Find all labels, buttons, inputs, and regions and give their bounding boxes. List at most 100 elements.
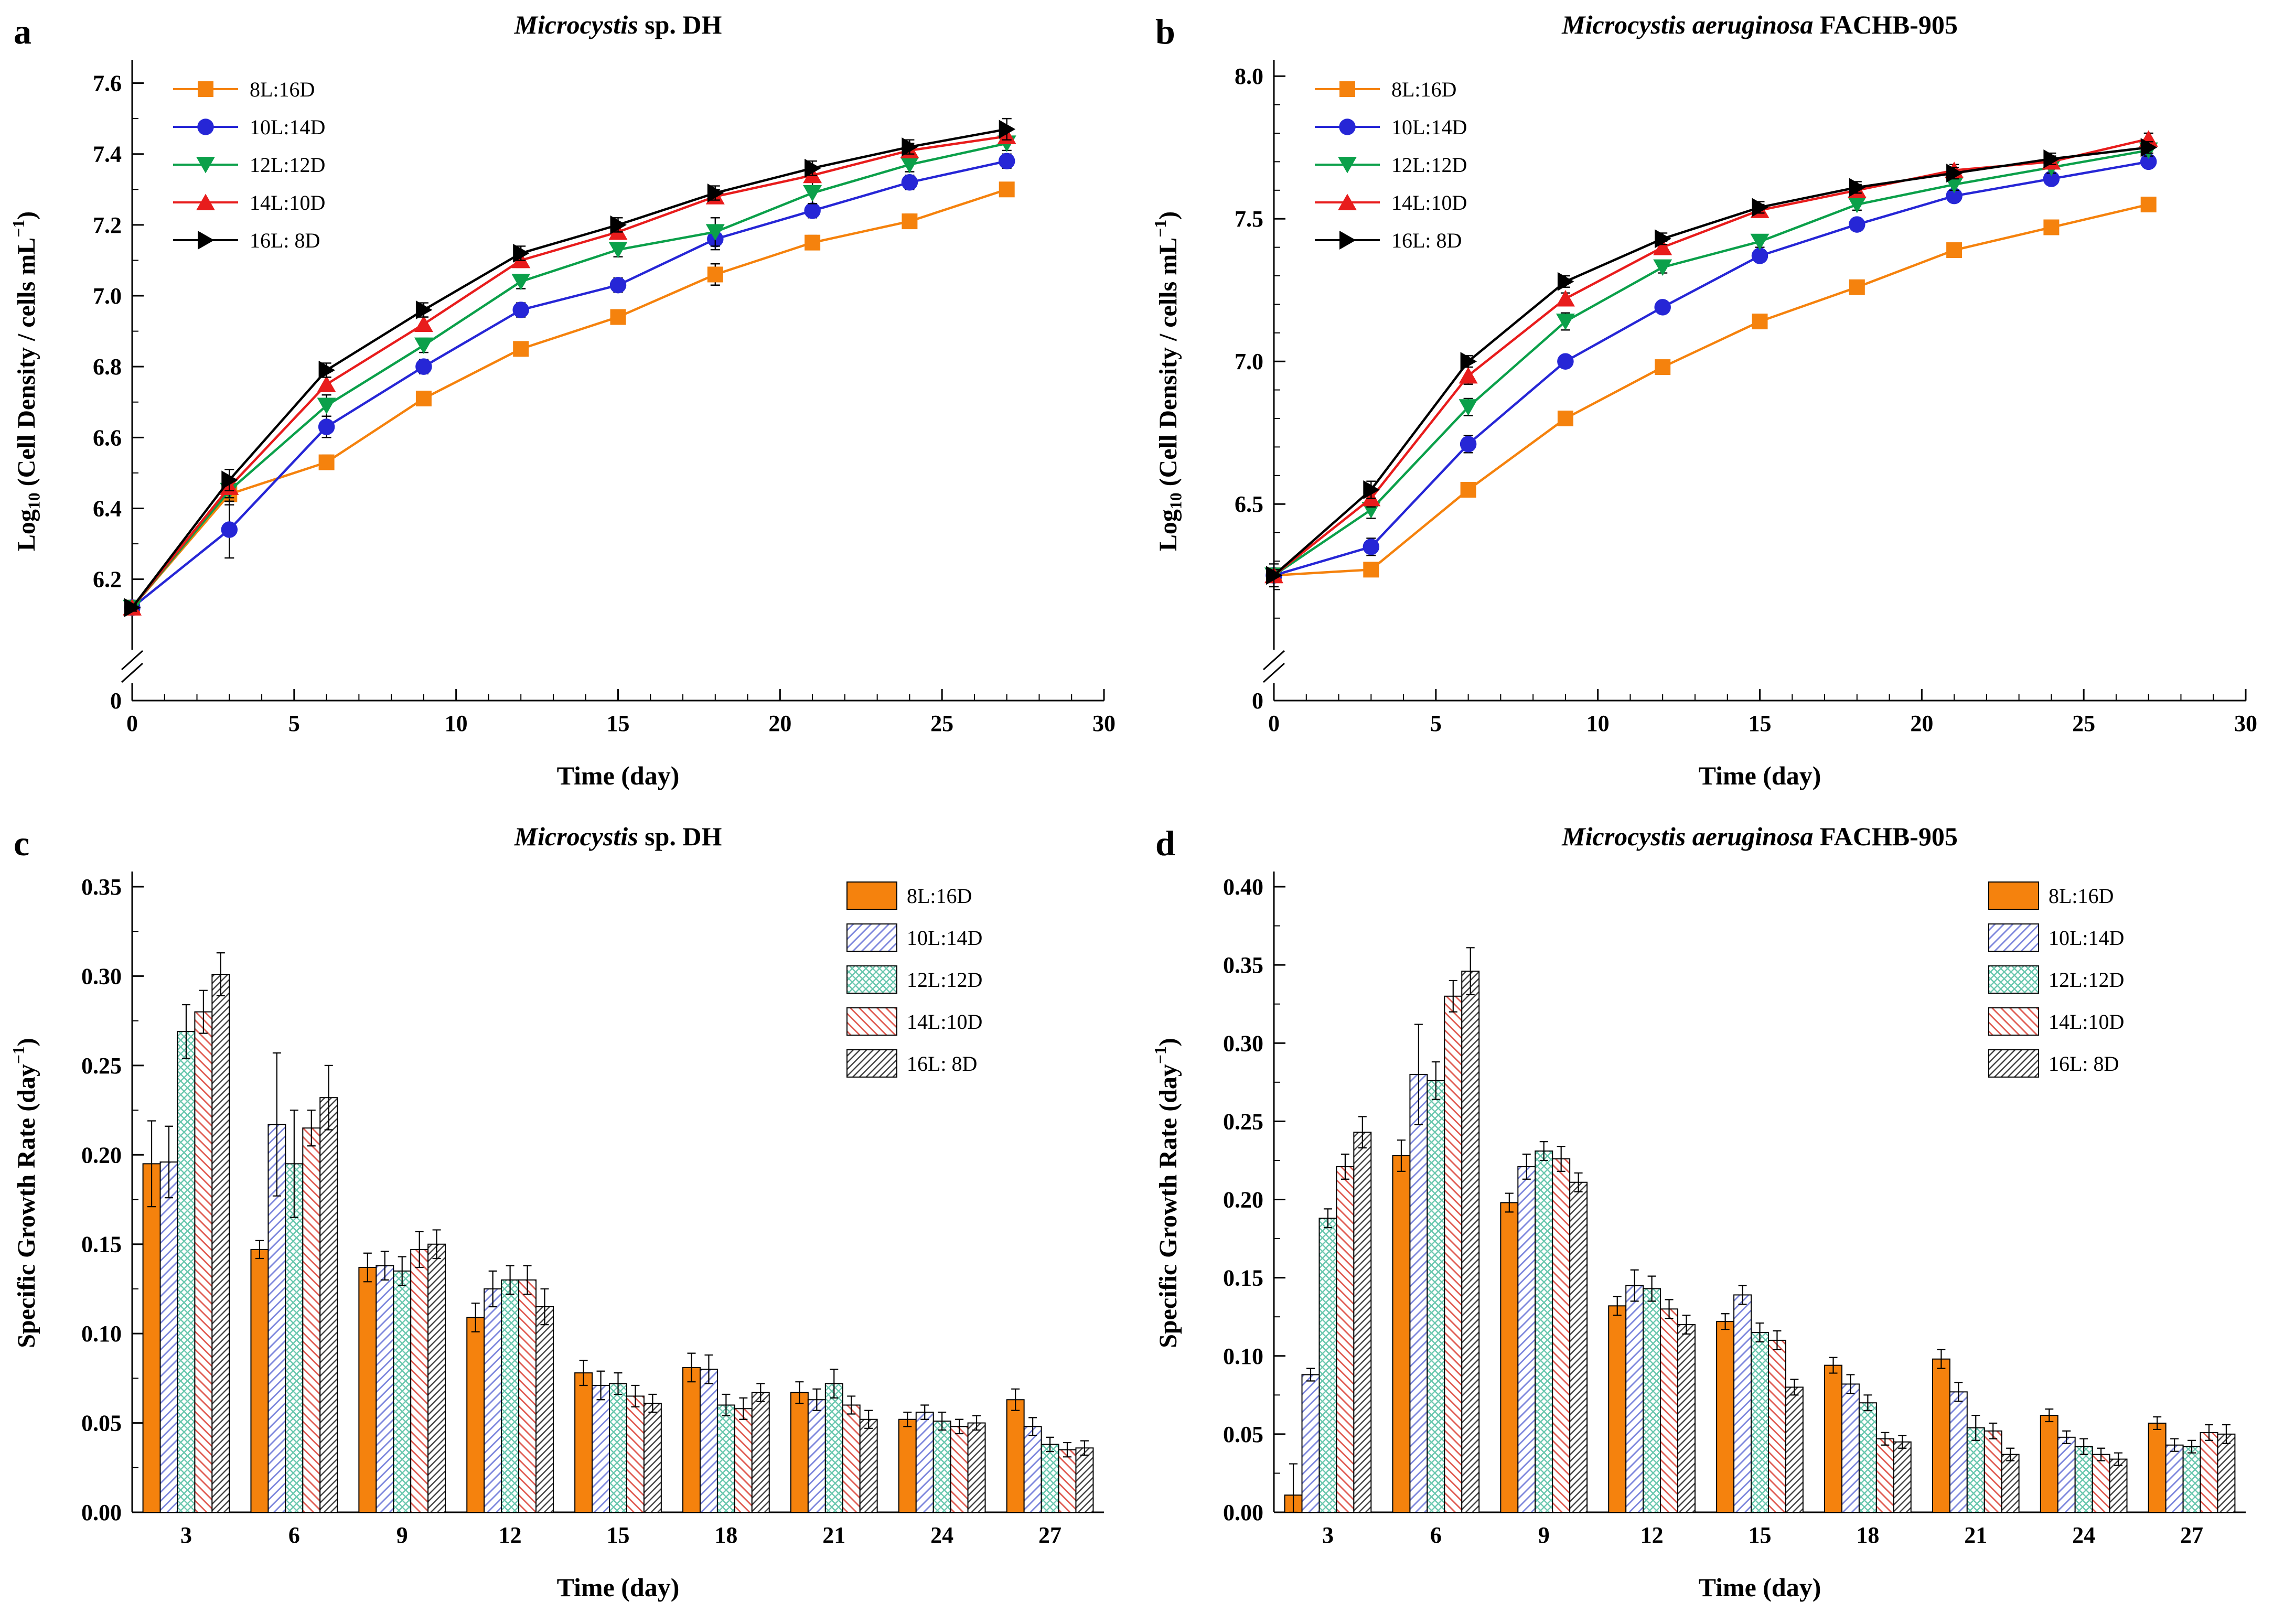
svg-text:12L:12D: 12L:12D bbox=[250, 153, 325, 177]
svg-text:8L:16D: 8L:16D bbox=[250, 78, 315, 101]
svg-text:10L:14D: 10L:14D bbox=[907, 926, 982, 950]
svg-text:10: 10 bbox=[445, 711, 468, 736]
panel-d-bar-chart: 0.00 0.05 0.10 0.15 0.20 0.25 0.30 0.35 0.40 3 6 9 1… bbox=[1151, 822, 2246, 1602]
panel-c-bar-chart: 0.00 0.05 0.10 0.15 0.20 0.25 0.30 0.35 3 6 9 12 15 1… bbox=[9, 822, 1104, 1602]
axis-break-mark bbox=[121, 662, 144, 683]
x-axis-title: Time (day) bbox=[1699, 761, 1821, 790]
svg-text:24: 24 bbox=[930, 1522, 953, 1548]
bar-series-16L:8D bbox=[211, 952, 1094, 1513]
legend: 8L:16D 10L:14D 12L:12D 14L:10D 16L: 8D bbox=[1988, 881, 2124, 1078]
svg-text:12L:12D: 12L:12D bbox=[1391, 153, 1467, 177]
svg-text:0.00: 0.00 bbox=[1223, 1500, 1263, 1525]
bar-series-8L:16D bbox=[142, 1120, 1025, 1513]
svg-text:6.6: 6.6 bbox=[93, 425, 122, 450]
svg-text:6.2: 6.2 bbox=[93, 567, 122, 593]
bar-series-12L:12D bbox=[1318, 1061, 2201, 1513]
svg-text:15: 15 bbox=[1749, 711, 1772, 736]
svg-text:0.05: 0.05 bbox=[81, 1411, 122, 1436]
panel-b-label: b bbox=[1155, 12, 1175, 51]
legend: 8L:16D 10L:14D 12L:12D 14L:10D 16L: 8D bbox=[846, 881, 982, 1078]
panel-a-line-chart: 0 5 10 15 20 25 30 6.2 6.4 6.6 6.8 7.0 7.2 7.4 7.6 0 Mic… bbox=[9, 10, 1116, 790]
svg-text:27: 27 bbox=[2180, 1522, 2203, 1548]
svg-text:5: 5 bbox=[288, 711, 300, 736]
panel-c-cell: 0.00 0.05 0.10 0.15 0.20 0.25 0.30 0.35 3 6 9 12 15 1… bbox=[0, 812, 1142, 1624]
svg-text:9: 9 bbox=[1538, 1522, 1550, 1548]
chart-title: Microcystis aeruginosa FACHB-905 bbox=[1561, 822, 1958, 851]
svg-text:20: 20 bbox=[768, 711, 791, 736]
panel-a-cell: 0 5 10 15 20 25 30 6.2 6.4 6.6 6.8 7.0 7.2 7.4 7.6 0 Mic… bbox=[0, 0, 1142, 812]
svg-text:15: 15 bbox=[607, 711, 630, 736]
bar-series-12L:12D bbox=[177, 1004, 1059, 1513]
svg-text:5: 5 bbox=[1430, 711, 1442, 736]
svg-text:3: 3 bbox=[180, 1522, 192, 1548]
svg-text:10L:14D: 10L:14D bbox=[2049, 926, 2124, 950]
y-axis-title: Log10 (Cell Density / cells mL−1) bbox=[9, 211, 44, 551]
x-axis-title: Time (day) bbox=[1699, 1573, 1821, 1602]
svg-text:0.20: 0.20 bbox=[1223, 1187, 1263, 1213]
panel-a-plot: 0 5 10 15 20 25 30 6.2 6.4 6.6 6.8 7.0 7.2 7.4 7.6 0 Mic… bbox=[9, 10, 1116, 790]
bar-series-14L:10D bbox=[194, 990, 1077, 1513]
panel-c-plot: 0.00 0.05 0.10 0.15 0.20 0.25 0.30 0.35 3 6 9 12 15 1… bbox=[9, 822, 1104, 1602]
svg-text:0: 0 bbox=[110, 688, 122, 714]
svg-text:0.15: 0.15 bbox=[1223, 1265, 1263, 1291]
svg-text:3: 3 bbox=[1322, 1522, 1334, 1548]
svg-text:10L:14D: 10L:14D bbox=[1391, 115, 1467, 139]
x-axis-title: Time (day) bbox=[557, 761, 680, 790]
svg-text:14L:10D: 14L:10D bbox=[250, 191, 325, 214]
svg-text:8L:16D: 8L:16D bbox=[1391, 78, 1456, 101]
svg-text:14L:10D: 14L:10D bbox=[907, 1010, 982, 1034]
svg-text:6: 6 bbox=[288, 1522, 300, 1548]
svg-text:21: 21 bbox=[822, 1522, 845, 1548]
legend: 8L:16D 10L:14D 12L:12D 14L:10D 16L: 8D bbox=[1315, 78, 1467, 252]
svg-text:0.25: 0.25 bbox=[81, 1053, 122, 1079]
svg-text:16L: 8D: 16L: 8D bbox=[1391, 229, 1462, 252]
svg-text:8L:16D: 8L:16D bbox=[2049, 884, 2114, 908]
series-16L:8D bbox=[124, 117, 1016, 617]
svg-text:25: 25 bbox=[930, 711, 953, 736]
svg-text:24: 24 bbox=[2072, 1522, 2095, 1548]
panel-b-line-chart: 0 5 10 15 20 25 30 6.5 7.0 7.5 8.0 0 Microcystis aer… bbox=[1151, 10, 2257, 790]
svg-text:7.6: 7.6 bbox=[93, 71, 122, 96]
svg-text:20: 20 bbox=[1910, 711, 1933, 736]
svg-text:15: 15 bbox=[607, 1522, 630, 1548]
svg-text:27: 27 bbox=[1038, 1522, 1061, 1548]
panel-c-label: c bbox=[14, 823, 30, 863]
panel-b-plot: 0 5 10 15 20 25 30 6.5 7.0 7.5 8.0 0 Microcystis aer… bbox=[1151, 10, 2257, 790]
chart-title: Microcystis sp. DH bbox=[514, 822, 722, 851]
chart-title: Microcystis aeruginosa FACHB-905 bbox=[1561, 10, 1958, 39]
panel-b-cell: 0 5 10 15 20 25 30 6.5 7.0 7.5 8.0 0 Microcystis aer… bbox=[1142, 0, 2284, 812]
y-axis-title: Specific Growth Rate (day−1) bbox=[9, 1038, 40, 1348]
svg-text:12L:12D: 12L:12D bbox=[907, 968, 982, 992]
svg-text:12: 12 bbox=[499, 1522, 522, 1548]
svg-text:30: 30 bbox=[2234, 711, 2257, 736]
svg-text:0: 0 bbox=[126, 711, 138, 736]
svg-text:0.00: 0.00 bbox=[81, 1500, 122, 1525]
bar-series-8L:16D bbox=[1284, 1139, 2167, 1513]
svg-text:7.0: 7.0 bbox=[93, 283, 122, 309]
svg-text:14L:10D: 14L:10D bbox=[2049, 1010, 2124, 1034]
svg-text:0.10: 0.10 bbox=[1223, 1343, 1263, 1369]
svg-text:10L:14D: 10L:14D bbox=[250, 115, 325, 139]
series-10L:14D bbox=[124, 153, 1015, 616]
axis-break-mark bbox=[1262, 650, 1285, 671]
panel-d-plot: 0.00 0.05 0.10 0.15 0.20 0.25 0.30 0.35 0.40 3 6 9 1… bbox=[1151, 822, 2246, 1602]
svg-text:0.35: 0.35 bbox=[81, 874, 122, 900]
svg-text:15: 15 bbox=[1749, 1522, 1772, 1548]
svg-text:6.4: 6.4 bbox=[93, 496, 122, 521]
svg-text:16L: 8D: 16L: 8D bbox=[2049, 1052, 2119, 1076]
svg-text:21: 21 bbox=[1964, 1522, 1987, 1548]
svg-text:12L:12D: 12L:12D bbox=[2049, 968, 2124, 992]
series-10L:14D bbox=[1266, 153, 2157, 584]
svg-text:8L:16D: 8L:16D bbox=[907, 884, 972, 908]
legend: 8L:16D 10L:14D 12L:12D 14L:10D 16L: 8D bbox=[173, 78, 325, 252]
svg-text:18: 18 bbox=[714, 1522, 737, 1548]
svg-text:0.20: 0.20 bbox=[81, 1142, 122, 1168]
svg-text:18: 18 bbox=[1856, 1522, 1879, 1548]
series-8L:16D bbox=[1266, 197, 2157, 584]
svg-text:6.8: 6.8 bbox=[93, 354, 122, 380]
svg-text:14L:10D: 14L:10D bbox=[1391, 191, 1467, 214]
svg-text:6: 6 bbox=[1430, 1522, 1442, 1548]
svg-text:7.2: 7.2 bbox=[93, 212, 122, 238]
svg-text:6.5: 6.5 bbox=[1235, 491, 1263, 517]
